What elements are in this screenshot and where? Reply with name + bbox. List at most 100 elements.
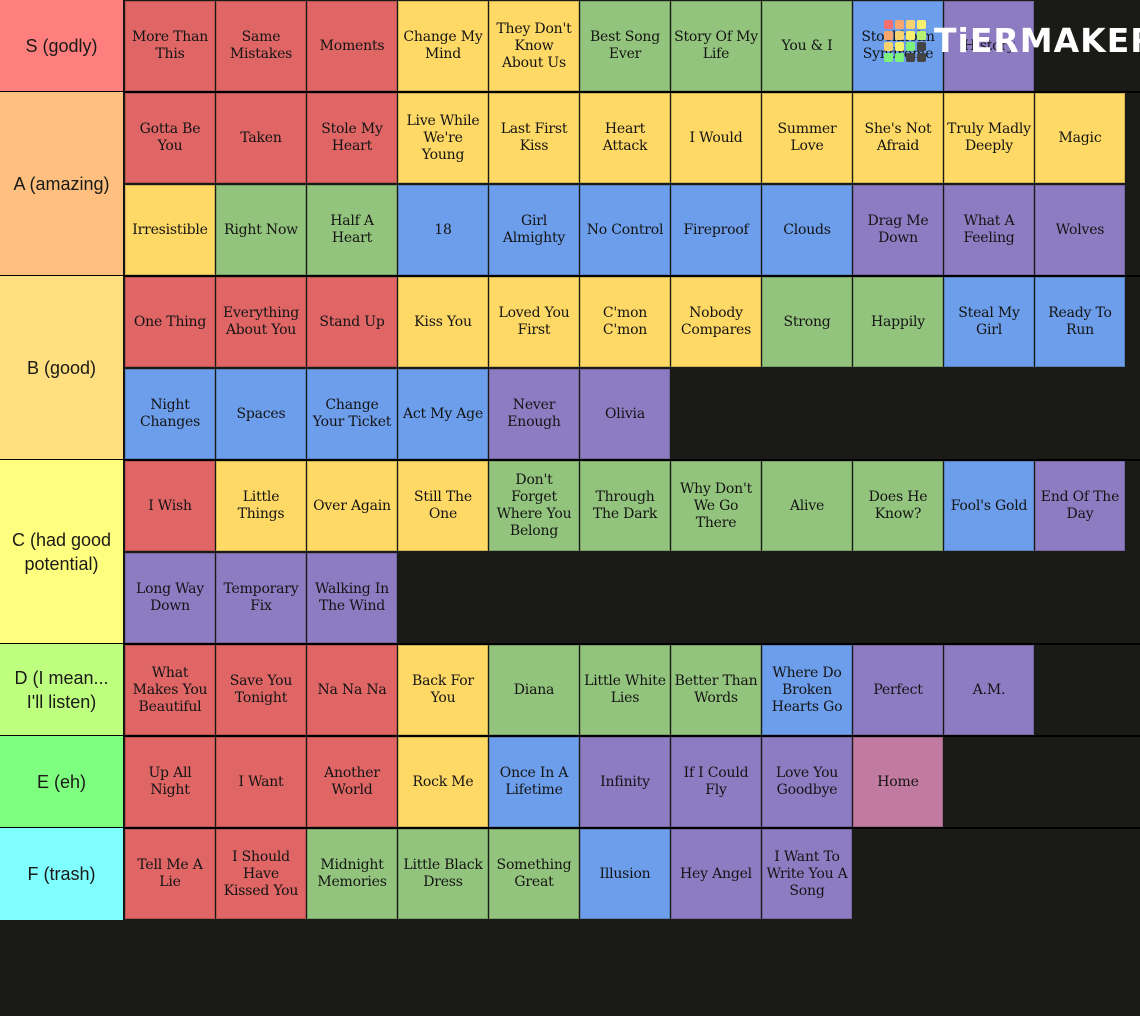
- song-tile[interactable]: Still The One: [398, 461, 488, 551]
- song-tile[interactable]: Love You Goodbye: [762, 737, 852, 827]
- song-tile[interactable]: Little Black Dress: [398, 829, 488, 919]
- song-tile[interactable]: Fool's Gold: [944, 461, 1034, 551]
- song-tile[interactable]: I Want To Write You A Song: [762, 829, 852, 919]
- song-tile[interactable]: Truly Madly Deeply: [944, 93, 1034, 183]
- song-tile[interactable]: What Makes You Beautiful: [125, 645, 215, 735]
- song-tile[interactable]: Live While We're Young: [398, 93, 488, 183]
- song-tile[interactable]: Save You Tonight: [216, 645, 306, 735]
- song-tile[interactable]: They Don't Know About Us: [489, 1, 579, 91]
- song-tile[interactable]: No Control: [580, 185, 670, 275]
- song-tile[interactable]: Strong: [762, 277, 852, 367]
- song-tile[interactable]: Never Enough: [489, 369, 579, 459]
- song-tile[interactable]: I Should Have Kissed You: [216, 829, 306, 919]
- song-tile[interactable]: Magic: [1035, 93, 1125, 183]
- song-tile[interactable]: Infinity: [580, 737, 670, 827]
- song-tile[interactable]: Happily: [853, 277, 943, 367]
- song-tile[interactable]: Heart Attack: [580, 93, 670, 183]
- song-tile[interactable]: Right Now: [216, 185, 306, 275]
- song-tile[interactable]: Does He Know?: [853, 461, 943, 551]
- song-tile[interactable]: She's Not Afraid: [853, 93, 943, 183]
- song-tile[interactable]: Tell Me A Lie: [125, 829, 215, 919]
- song-tile[interactable]: Irresistible: [125, 185, 215, 275]
- song-tile[interactable]: Moments: [307, 1, 397, 91]
- song-tile[interactable]: Once In A Lifetime: [489, 737, 579, 827]
- song-tile[interactable]: Summer Love: [762, 93, 852, 183]
- song-tile[interactable]: I Would: [671, 93, 761, 183]
- song-tile[interactable]: Kiss You: [398, 277, 488, 367]
- song-tile[interactable]: One Thing: [125, 277, 215, 367]
- song-tile[interactable]: Clouds: [762, 185, 852, 275]
- song-tile[interactable]: If I Could Fly: [671, 737, 761, 827]
- song-tile[interactable]: Over Again: [307, 461, 397, 551]
- song-tile[interactable]: C'mon C'mon: [580, 277, 670, 367]
- song-tile[interactable]: A.M.: [944, 645, 1034, 735]
- song-tile[interactable]: Act My Age: [398, 369, 488, 459]
- song-tile[interactable]: Taken: [216, 93, 306, 183]
- song-tile[interactable]: Olivia: [580, 369, 670, 459]
- tier-divider: [0, 827, 1140, 829]
- song-tile[interactable]: Alive: [762, 461, 852, 551]
- song-tile[interactable]: Everything About You: [216, 277, 306, 367]
- song-tile[interactable]: Something Great: [489, 829, 579, 919]
- song-tile[interactable]: Walking In The Wind: [307, 553, 397, 643]
- song-tile[interactable]: Loved You First: [489, 277, 579, 367]
- song-tile[interactable]: Best Song Ever: [580, 1, 670, 91]
- song-tile[interactable]: Long Way Down: [125, 553, 215, 643]
- song-tile[interactable]: Night Changes: [125, 369, 215, 459]
- song-tile[interactable]: Steal My Girl: [944, 277, 1034, 367]
- song-tile[interactable]: Fireproof: [671, 185, 761, 275]
- song-tile[interactable]: Don't Forget Where You Belong: [489, 461, 579, 551]
- logo-grid-square: [884, 31, 893, 40]
- song-tile[interactable]: Same Mistakes: [216, 1, 306, 91]
- song-tile[interactable]: Ready To Run: [1035, 277, 1125, 367]
- song-tile[interactable]: Drag Me Down: [853, 185, 943, 275]
- tier-label[interactable]: D (I mean... I'll listen): [0, 644, 124, 736]
- song-tile[interactable]: Stand Up: [307, 277, 397, 367]
- song-tile[interactable]: I Wish: [125, 461, 215, 551]
- song-tile[interactable]: Up All Night: [125, 737, 215, 827]
- song-tile[interactable]: Where Do Broken Hearts Go: [762, 645, 852, 735]
- song-tile[interactable]: More Than This: [125, 1, 215, 91]
- song-tile[interactable]: Story Of My Life: [671, 1, 761, 91]
- tier-label[interactable]: C (had good potential): [0, 460, 124, 644]
- song-tile[interactable]: Hey Angel: [671, 829, 761, 919]
- song-tile[interactable]: Little Things: [216, 461, 306, 551]
- tier-row: D (I mean... I'll listen) What Makes You …: [0, 644, 1140, 736]
- song-tile[interactable]: Na Na Na: [307, 645, 397, 735]
- song-tile[interactable]: Change My Mind: [398, 1, 488, 91]
- song-tile[interactable]: What A Feeling: [944, 185, 1034, 275]
- song-tile[interactable]: Change Your Ticket: [307, 369, 397, 459]
- song-tile[interactable]: Girl Almighty: [489, 185, 579, 275]
- song-tile[interactable]: Spaces: [216, 369, 306, 459]
- tier-label[interactable]: S (godly): [0, 0, 124, 92]
- song-tile[interactable]: Better Than Words: [671, 645, 761, 735]
- song-tile[interactable]: Through The Dark: [580, 461, 670, 551]
- song-tile[interactable]: You & I: [762, 1, 852, 91]
- song-tile[interactable]: I Want: [216, 737, 306, 827]
- song-tile[interactable]: Stole My Heart: [307, 93, 397, 183]
- song-tile[interactable]: Gotta Be You: [125, 93, 215, 183]
- song-tile[interactable]: Wolves: [1035, 185, 1125, 275]
- tier-label[interactable]: E (eh): [0, 736, 124, 828]
- song-tile[interactable]: Diana: [489, 645, 579, 735]
- tier-label[interactable]: B (good): [0, 276, 124, 460]
- song-tile[interactable]: History: [944, 1, 1034, 91]
- tier-row: S (godly) More Than This Same Mistakes Mome…: [0, 0, 1140, 92]
- song-tile[interactable]: Back For You: [398, 645, 488, 735]
- song-tile[interactable]: Home: [853, 737, 943, 827]
- song-tile[interactable]: Midnight Memories: [307, 829, 397, 919]
- song-tile[interactable]: Rock Me: [398, 737, 488, 827]
- song-tile[interactable]: Temporary Fix: [216, 553, 306, 643]
- song-tile[interactable]: 18: [398, 185, 488, 275]
- song-tile[interactable]: Another World: [307, 737, 397, 827]
- song-tile[interactable]: Nobody Compares: [671, 277, 761, 367]
- tier-label[interactable]: A (amazing): [0, 92, 124, 276]
- song-tile[interactable]: Half A Heart: [307, 185, 397, 275]
- song-tile[interactable]: Last First Kiss: [489, 93, 579, 183]
- song-tile[interactable]: Perfect: [853, 645, 943, 735]
- tier-label[interactable]: F (trash): [0, 828, 124, 920]
- song-tile[interactable]: Why Don't We Go There: [671, 461, 761, 551]
- song-tile[interactable]: Illusion: [580, 829, 670, 919]
- song-tile[interactable]: End Of The Day: [1035, 461, 1125, 551]
- song-tile[interactable]: Little White Lies: [580, 645, 670, 735]
